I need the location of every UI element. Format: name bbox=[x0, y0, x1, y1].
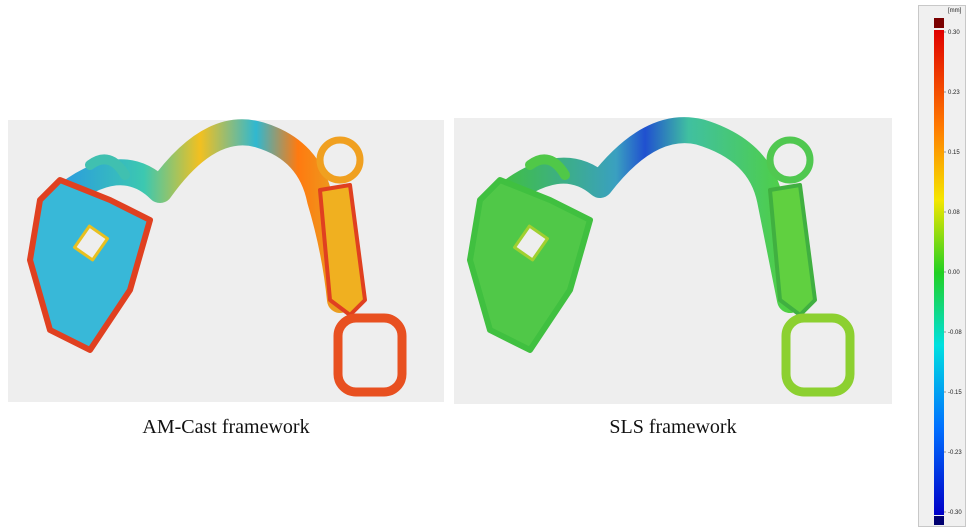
caption: SLS framework bbox=[609, 416, 736, 438]
colorbar-label: -0.08 bbox=[948, 330, 962, 336]
colorbar-label: -0.15 bbox=[948, 390, 962, 396]
page: AM-Cast framework SLS framework [mm] 0.3… bbox=[0, 0, 968, 532]
colorbar bbox=[934, 30, 944, 515]
colorbar-label: 0.08 bbox=[948, 210, 960, 216]
colorbar-over bbox=[934, 18, 944, 28]
caption: AM-Cast framework bbox=[142, 416, 309, 438]
colorbar-label: 0.15 bbox=[948, 150, 960, 156]
figure: AM-Cast framework SLS framework [mm] 0.3… bbox=[0, 0, 968, 532]
colorbar-label: 0.23 bbox=[948, 90, 960, 96]
colorbar-label: -0.23 bbox=[948, 450, 962, 456]
colorbar-label: -0.30 bbox=[948, 510, 962, 516]
colorbar-under bbox=[934, 516, 944, 525]
colorbar-label: 0.00 bbox=[948, 270, 960, 276]
colorbar-label: 0.30 bbox=[948, 30, 960, 36]
colorbar-unit: [mm] bbox=[948, 8, 962, 14]
